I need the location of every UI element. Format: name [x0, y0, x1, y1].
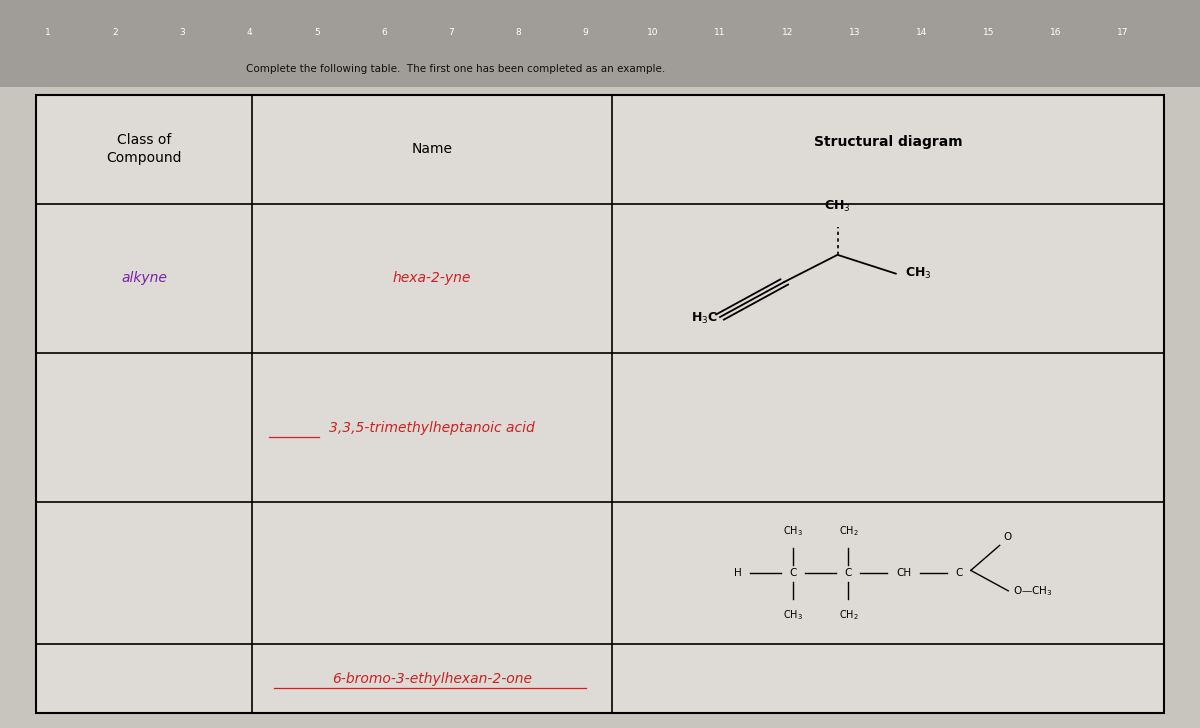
Text: 9: 9	[583, 28, 588, 37]
Text: 14: 14	[916, 28, 928, 37]
Text: Name: Name	[412, 142, 452, 157]
Text: H: H	[734, 569, 742, 578]
Text: CH$_2$: CH$_2$	[839, 525, 858, 539]
Text: 2: 2	[113, 28, 118, 37]
Text: hexa-2-yne: hexa-2-yne	[392, 272, 472, 285]
Text: 15: 15	[983, 28, 995, 37]
Text: 5: 5	[314, 28, 319, 37]
Text: CH$_3$: CH$_3$	[905, 266, 932, 281]
Text: 11: 11	[714, 28, 726, 37]
Text: 17: 17	[1117, 28, 1129, 37]
Bar	[0, 0, 1200, 87]
Text: CH: CH	[896, 569, 911, 578]
Text: Class of
Compound: Class of Compound	[107, 133, 181, 165]
Text: C: C	[955, 569, 962, 578]
Text: Complete the following table.  The first one has been completed as an example.: Complete the following table. The first …	[246, 64, 666, 74]
Text: 13: 13	[848, 28, 860, 37]
Text: C: C	[790, 569, 797, 578]
Text: 3: 3	[180, 28, 185, 37]
Bar	[36, 95, 1164, 713]
Text: O—CH$_3$: O—CH$_3$	[1013, 584, 1052, 598]
Text: 12: 12	[781, 28, 793, 37]
Text: 16: 16	[1050, 28, 1062, 37]
Text: 4: 4	[247, 28, 252, 37]
Text: O: O	[1003, 531, 1012, 542]
Text: CH$_2$: CH$_2$	[839, 609, 858, 622]
Text: 3,3,5-trimethylheptanoic acid: 3,3,5-trimethylheptanoic acid	[329, 421, 535, 435]
Text: alkyne: alkyne	[121, 272, 167, 285]
Text: CH$_3$: CH$_3$	[824, 199, 851, 214]
Text: C: C	[845, 569, 852, 578]
Text: CH$_3$: CH$_3$	[784, 525, 803, 539]
Text: 7: 7	[449, 28, 454, 37]
Text: 6: 6	[382, 28, 386, 37]
Text: 6-bromo-3-ethylhexan-2-one: 6-bromo-3-ethylhexan-2-one	[332, 672, 532, 686]
Text: CH$_3$: CH$_3$	[784, 609, 803, 622]
Text: Structural diagram: Structural diagram	[814, 135, 962, 149]
Text: H$_3$C: H$_3$C	[691, 311, 718, 326]
Text: 10: 10	[647, 28, 659, 37]
Text: 1: 1	[46, 28, 50, 37]
Text: 8: 8	[516, 28, 521, 37]
